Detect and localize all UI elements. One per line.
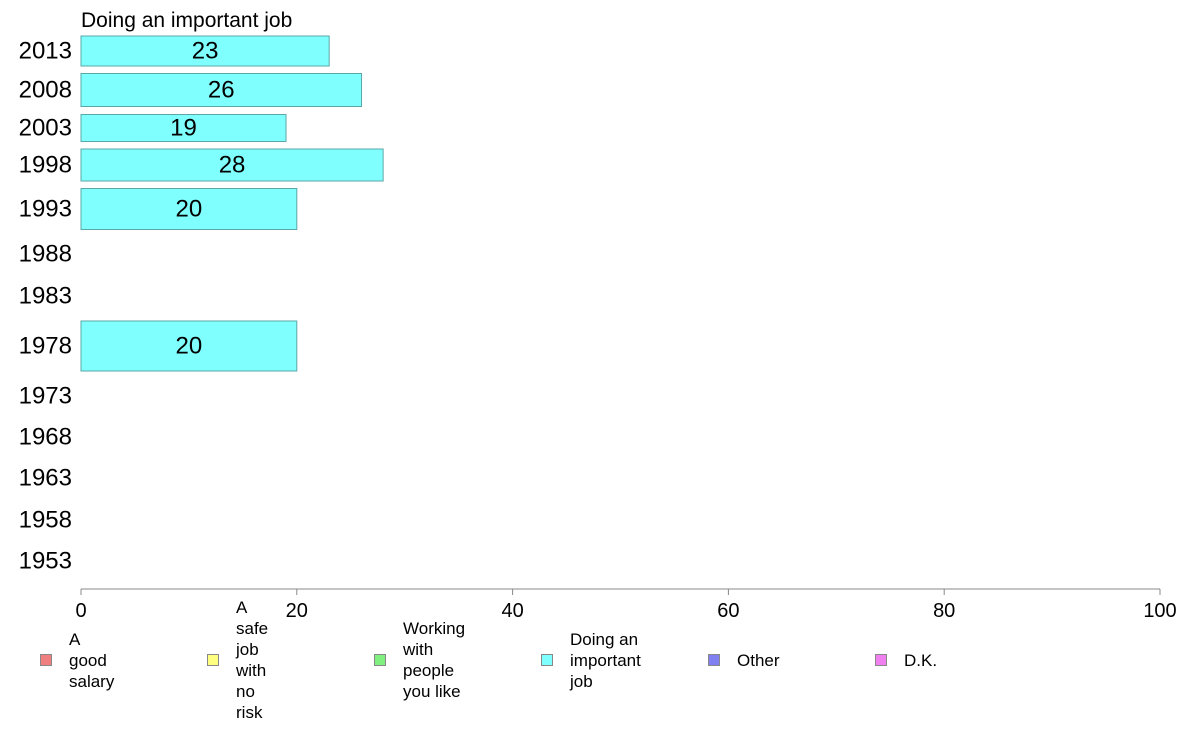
legend-swatch-other — [708, 654, 720, 666]
x-tick-label-20: 20 — [286, 600, 308, 622]
data-label-2013: 23 — [192, 38, 219, 65]
data-label-2003: 19 — [170, 115, 197, 142]
year-label-1958: 1958 — [19, 507, 72, 534]
legend-swatch-good-salary — [40, 654, 52, 666]
x-tick-label-60: 60 — [717, 600, 739, 622]
legend-swatch-important-job — [541, 654, 553, 666]
year-label-2008: 2008 — [19, 77, 72, 104]
legend-label-dk: D.K. — [904, 650, 938, 670]
x-tick-label-100: 100 — [1143, 600, 1176, 622]
x-tick-label-0: 0 — [75, 600, 86, 622]
year-label-1998: 1998 — [19, 152, 72, 179]
year-label-1953: 1953 — [19, 548, 72, 575]
legend-item-good-salary: A good salary — [40, 630, 114, 691]
chart-title: Doing an important job — [81, 9, 292, 32]
legend-label-safe-job: A safe job with no risk — [236, 598, 269, 722]
data-label-1978: 20 — [176, 333, 203, 360]
year-label-1993: 1993 — [19, 196, 72, 223]
legend-swatch-working-with-people — [374, 654, 386, 666]
year-label-1973: 1973 — [19, 383, 72, 410]
legend-item-safe-job: A safe job with no risk — [207, 598, 268, 722]
legend-label-important-job: Doing an important job — [570, 629, 641, 691]
legend-item-other: Other — [708, 638, 780, 682]
bar-2008 — [80, 73, 363, 107]
year-label-1983: 1983 — [19, 283, 72, 310]
x-tick-label-40: 40 — [501, 600, 523, 622]
year-label-1988: 1988 — [19, 241, 72, 268]
data-label-2008: 26 — [208, 77, 235, 104]
legend-swatch-safe-job — [207, 654, 219, 666]
year-label-2013: 2013 — [19, 38, 72, 65]
legend-label-other: Other — [737, 650, 780, 670]
legend-label-working-with-people: Working with people you like — [403, 619, 466, 701]
legend-label-good-salary: A good salary — [69, 629, 115, 691]
data-label-1993: 20 — [176, 196, 203, 223]
year-label-1968: 1968 — [19, 424, 72, 451]
bar-2013 — [80, 35, 330, 67]
year-label-1978: 1978 — [19, 333, 72, 360]
bar-1978 — [80, 320, 298, 372]
bar-2003 — [80, 114, 287, 142]
bar-1998 — [80, 148, 384, 182]
year-label-2003: 2003 — [19, 115, 72, 142]
year-label-1963: 1963 — [19, 465, 72, 492]
bar-1993 — [80, 188, 298, 230]
legend-item-important-job: Doing an important job — [541, 630, 641, 691]
data-label-1998: 28 — [219, 152, 246, 179]
legend-swatch-dk — [875, 654, 887, 666]
x-tick-label-80: 80 — [933, 600, 955, 622]
bar-chart: Doing an important job 2013 23 2008 26 2003 19… — [19, 9, 1177, 622]
legend-item-working-with-people: Working with people you like — [374, 619, 465, 701]
legend-item-dk: D.K. — [875, 638, 937, 682]
